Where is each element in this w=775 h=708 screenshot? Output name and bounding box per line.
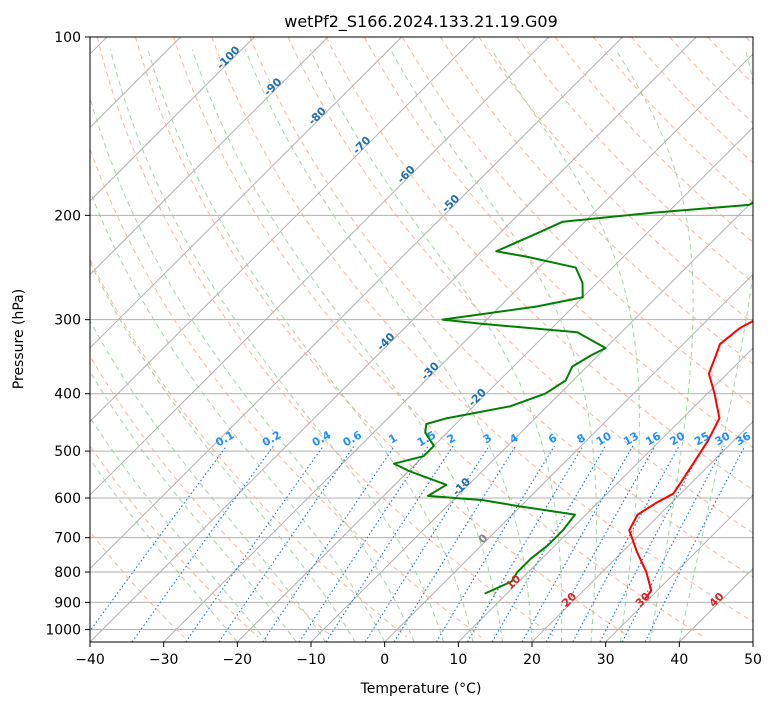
x-tick-label: −20: [223, 652, 253, 668]
isotherm-line: [457, 347, 753, 642]
temperature-series-line: [628, 319, 753, 601]
mixing-ratio-line: [435, 445, 555, 642]
isotherm-line: [90, 37, 255, 202]
mixing-ratio-line: [364, 445, 490, 642]
mixing-ratio-line: [131, 445, 274, 642]
profile-series: [392, 201, 753, 601]
moist-adiabat-line: [389, 49, 597, 642]
isotherm-line: [90, 37, 697, 642]
dry-adiabat-line: [363, 37, 753, 448]
chart-title: wetPf2_S166.2024.133.21.19.G09: [284, 12, 558, 32]
mixing-ratio-line: [644, 445, 746, 642]
dry-adiabat-line: [249, 37, 753, 578]
moist-adiabat-line: [490, 49, 640, 642]
mixing-ratio-line: [185, 445, 324, 642]
y-axis-label: Pressure (hPa): [11, 289, 27, 389]
mixing-ratio-line: [621, 445, 725, 642]
y-tick-label: 200: [54, 208, 81, 224]
isotherm-line: [90, 37, 550, 496]
y-tick-label: 1000: [45, 622, 81, 638]
mixing-ratio-line: [325, 445, 454, 642]
x-tick-label: 0: [380, 652, 389, 668]
dry-adiabat-line: [173, 37, 705, 638]
y-tick-label: 300: [54, 313, 81, 329]
dry-adiabat-line: [90, 530, 185, 638]
x-tick-label: 30: [597, 652, 615, 668]
mixing-ratio-line: [218, 445, 355, 642]
y-tick-label: 500: [54, 444, 81, 460]
background-lines: [90, 37, 753, 642]
y-tick-label: 700: [54, 531, 81, 547]
dry-adiabat-line: [90, 258, 407, 638]
x-tick-label: −30: [149, 652, 179, 668]
dry-adiabat-line: [211, 37, 753, 623]
x-tick-label: 20: [523, 652, 541, 668]
x-axis: −40 −30 −20 −10 0 10 20 30 40 50: [75, 642, 762, 668]
dry-adiabat-line: [90, 147, 482, 638]
isotherm-line: [310, 200, 753, 642]
moist-adiabat-line: [90, 458, 238, 642]
x-tick-label: −40: [75, 652, 105, 668]
plot-area: [90, 37, 753, 642]
isotherm-line: [384, 273, 753, 642]
moist-adiabat-line: [90, 189, 386, 642]
isotherm-line: [236, 126, 753, 642]
dry-adiabat-line: [516, 37, 753, 284]
moist-adiabat-line: [90, 260, 356, 642]
isotherm-line: [90, 37, 623, 570]
dry-adiabat-line: [96, 37, 556, 638]
y-tick-label: 100: [54, 30, 81, 46]
y-tick-label: 600: [54, 491, 81, 507]
isotherm-line: [90, 37, 329, 276]
mixing-ratio-line: [298, 445, 429, 642]
mixing-ratio-line: [393, 445, 517, 642]
dry-adiabat-line: [631, 37, 753, 164]
y-tick-label: 800: [54, 565, 81, 581]
x-axis-label: Temperature (°C): [360, 681, 482, 697]
moist-adiabat-line: [244, 49, 533, 642]
x-tick-label: 10: [449, 652, 467, 668]
mixing-ratio-line: [545, 445, 656, 642]
dry-adiabat-line: [287, 37, 753, 534]
y-tick-label: 900: [54, 595, 81, 611]
plot-frame: [89, 36, 754, 643]
mixing-ratio-line: [521, 445, 634, 642]
dry-adiabat-line: [325, 37, 753, 491]
mixing-ratio-line: [262, 445, 396, 642]
moist-adiabat-line: [90, 370, 297, 642]
isotherm-line: [90, 37, 476, 423]
isotherm-line: [163, 53, 753, 642]
y-tick-label: 400: [54, 387, 81, 403]
moist-adiabat-line: [90, 95, 415, 642]
moist-adiabat-line: [191, 49, 504, 642]
x-tick-label: −10: [296, 652, 326, 668]
x-tick-label: 40: [670, 652, 688, 668]
moist-adiabat-line: [90, 416, 268, 642]
dry-adiabat-line: [134, 37, 630, 638]
moist-adiabat-line: [309, 49, 563, 642]
dewpoint-series-line: [392, 201, 753, 595]
isotherm-line: [90, 37, 402, 349]
moist-adiabat-line: [678, 49, 753, 642]
y-axis: 100 200 300 400 500 600 700 800 900 1000: [45, 30, 90, 638]
isotherm-line: [605, 494, 753, 642]
mixing-ratio-line: [467, 445, 584, 642]
x-tick-label: 50: [744, 652, 762, 668]
dry-adiabat-line: [402, 37, 753, 407]
moist-adiabat-line: [109, 49, 445, 642]
